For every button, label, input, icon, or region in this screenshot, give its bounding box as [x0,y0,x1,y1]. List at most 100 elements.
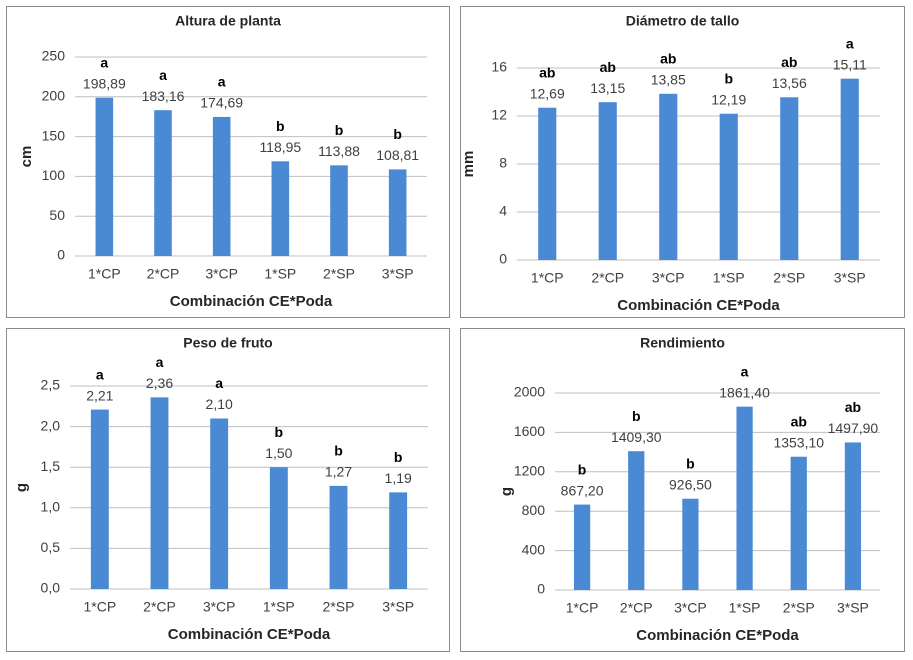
significance-letter: a [846,35,854,51]
bar [719,113,738,260]
x-tick-label: 3*CP [203,599,236,615]
data-label: 2,21 [86,387,113,403]
significance-letter: ab [791,413,807,429]
bar [790,456,807,590]
y-tick-label: 400 [522,541,546,557]
y-tick-label: 100 [42,167,66,183]
x-tick-label: 3*CP [205,266,238,282]
bar [210,418,229,589]
bar [154,110,172,256]
bar [271,161,290,256]
y-tick-label: 1,5 [41,458,61,474]
significance-letter: a [218,74,226,90]
data-label: 113,88 [318,143,360,159]
y-tick-label: 1,0 [41,499,61,515]
data-label: 867,20 [561,482,604,498]
chart-title: Rendimiento [640,335,725,351]
bar [538,107,557,260]
significance-letter: b [334,443,343,459]
x-axis-label: Combinación CE*Poda [170,293,333,310]
bar [573,504,591,590]
x-tick-label: 1*CP [83,599,116,615]
x-tick-label: 2*CP [143,599,176,615]
x-tick-label: 1*SP [729,600,761,616]
bar [212,116,231,256]
significance-letter: a [215,375,223,391]
x-axis-label: Combinación CE*Poda [636,627,799,644]
significance-letter: b [335,122,344,138]
y-axis-label: g [13,483,30,492]
y-tick-label: 16 [491,59,507,75]
bar [388,169,407,256]
data-label: 13,15 [590,80,625,96]
data-label: 13,56 [772,75,807,91]
panel-border [460,6,905,318]
significance-letter: a [96,366,104,382]
data-label: 926,50 [669,476,712,492]
y-axis-label: cm [18,146,35,168]
y-tick-label: 0 [537,581,545,597]
significance-letter: b [275,424,284,440]
y-tick-label: 8 [499,155,507,171]
y-tick-label: 0,0 [41,580,61,596]
x-tick-label: 1*CP [531,270,564,286]
x-tick-label: 3*SP [837,600,869,616]
significance-letter: ab [539,64,555,80]
significance-letter: ab [781,54,797,70]
bar [329,485,348,589]
y-tick-label: 2,5 [41,377,61,393]
significance-letter: a [159,67,167,83]
y-tick-label: 2000 [514,384,545,400]
x-tick-label: 3*SP [382,266,414,282]
significance-letter: b [724,70,733,86]
bar [844,442,862,590]
data-label: 1497,90 [828,420,879,436]
y-tick-label: 1600 [514,423,545,439]
data-label: 2,10 [206,396,233,412]
x-tick-label: 2*CP [620,600,653,616]
bar [598,102,617,260]
y-tick-label: 150 [42,127,66,143]
bar [330,165,348,256]
significance-letter: b [632,408,641,424]
significance-letter: b [394,449,403,465]
bar [840,78,859,261]
data-label: 174,69 [200,95,243,111]
x-tick-label: 1*CP [88,266,121,282]
significance-letter: ab [660,51,676,67]
y-tick-label: 2,0 [41,417,61,433]
x-tick-label: 3*SP [834,270,866,286]
data-label: 12,69 [530,85,565,101]
x-tick-label: 2*CP [591,270,624,286]
bar [90,409,109,589]
chart-title: Peso de fruto [183,335,272,351]
y-tick-label: 200 [42,88,66,104]
x-tick-label: 1*CP [566,600,599,616]
significance-letter: a [100,54,108,70]
y-tick-label: 4 [499,203,507,219]
bar [150,397,169,589]
x-tick-label: 2*SP [773,270,805,286]
bar [389,492,408,589]
bar [628,451,645,590]
significance-letter: b [578,461,587,477]
x-tick-label: 2*SP [323,266,355,282]
x-tick-label: 1*SP [264,266,296,282]
bar [269,467,288,589]
data-label: 1,50 [265,445,292,461]
x-tick-label: 3*CP [652,270,685,286]
chart-panel: Rendimiento 0 400 800 1200 1600 2000 g Combinaci… [460,328,905,652]
chart-title: Diámetro de tallo [626,13,740,29]
significance-letter: b [393,126,402,142]
significance-letter: a [741,363,749,379]
data-label: 2,36 [146,375,173,391]
data-label: 108,81 [376,147,419,163]
data-label: 198,89 [83,75,126,91]
data-label: 1353,10 [773,434,824,450]
x-tick-label: 1*SP [263,599,295,615]
data-label: 1409,30 [611,429,662,445]
bar [780,97,799,260]
bar [95,97,114,256]
x-tick-label: 1*SP [713,270,745,286]
y-axis-label: mm [460,151,477,178]
